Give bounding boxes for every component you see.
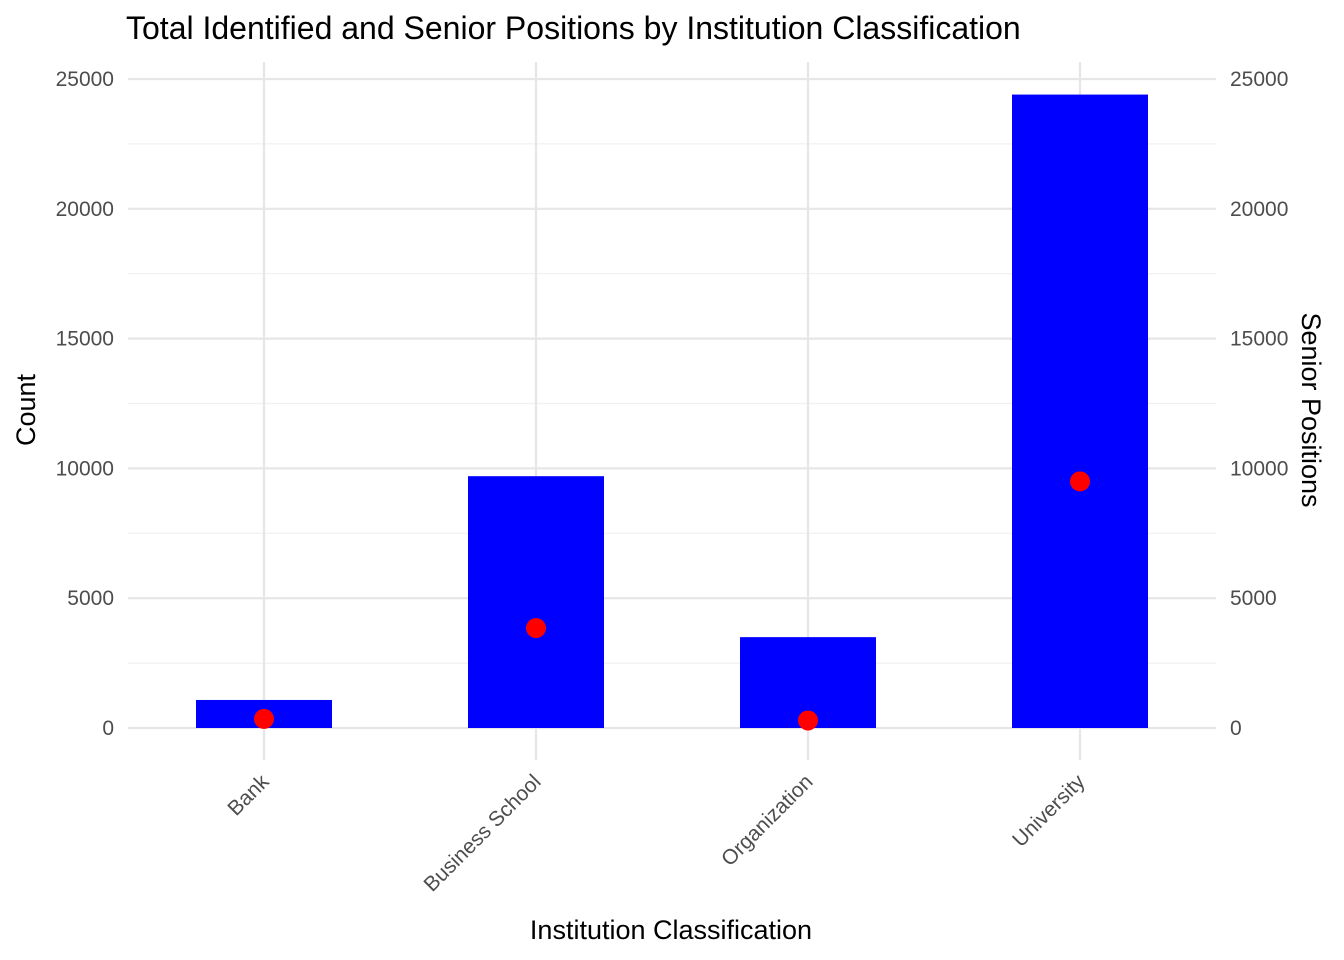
bar (468, 476, 604, 728)
y2-tick-label: 0 (1230, 717, 1242, 740)
x-tick-label: Organization (717, 770, 817, 870)
y-tick-label: 20000 (56, 198, 114, 221)
x-axis-title: Institution Classification (530, 915, 812, 945)
y-axis-right-ticks: 0 5000 10000 15000 20000 25000 (1230, 68, 1288, 740)
bars (196, 94, 1148, 729)
y2-axis-title: Senior Positions (1296, 312, 1326, 507)
y-tick-label: 10000 (56, 457, 114, 480)
x-tick-label: Bank (223, 770, 273, 820)
y-tick-label: 15000 (56, 328, 114, 351)
bar (1012, 94, 1148, 729)
chart-title: Total Identified and Senior Positions by… (126, 10, 1021, 46)
y2-tick-label: 5000 (1230, 587, 1277, 610)
x-tick-label: Business School (419, 770, 545, 896)
y-axis-title: Count (11, 373, 41, 446)
point (798, 710, 818, 731)
y2-tick-label: 20000 (1230, 198, 1288, 221)
x-tick-label: University (1008, 770, 1090, 852)
y2-tick-label: 10000 (1230, 457, 1288, 480)
point (526, 618, 546, 639)
point (1070, 471, 1090, 492)
y-tick-label: 5000 (67, 587, 114, 610)
x-axis-ticks: Bank Business School Organization Universit… (223, 770, 1089, 896)
points (254, 471, 1090, 731)
point (254, 708, 274, 729)
y2-tick-label: 25000 (1230, 68, 1288, 91)
y-tick-label: 0 (102, 717, 114, 740)
y-axis-left-ticks: 0 5000 10000 15000 20000 25000 (56, 68, 114, 740)
y-tick-label: 25000 (56, 68, 114, 91)
y2-tick-label: 15000 (1230, 328, 1288, 351)
